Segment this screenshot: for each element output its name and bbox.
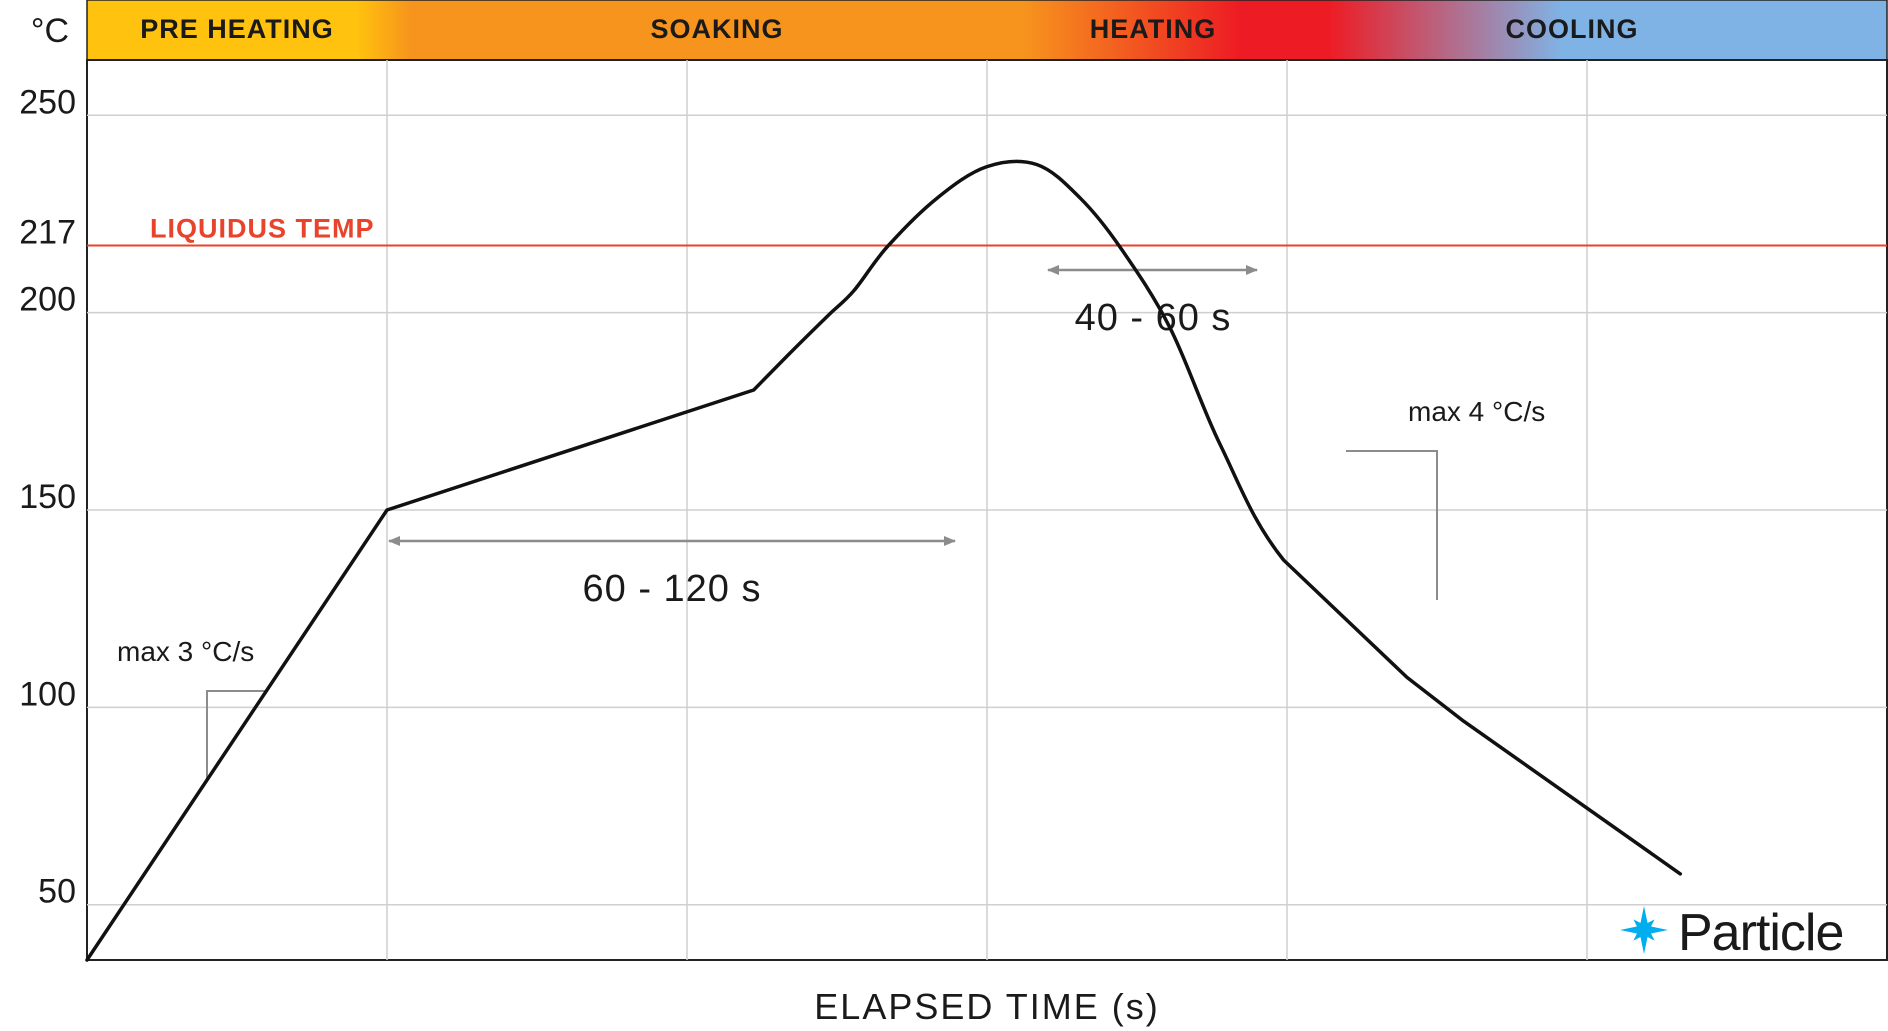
particle-star-icon	[1620, 906, 1668, 954]
y-tick-label: 250	[19, 83, 76, 121]
ramp-up-label: max 3 °C/s	[117, 636, 254, 667]
phase-label-cooling: COOLING	[1506, 14, 1639, 44]
y-tick-label: 200	[19, 281, 76, 319]
x-axis-label: ELAPSED TIME (s)	[814, 986, 1159, 1027]
star-ray	[1640, 919, 1655, 934]
ramp-down-label: max 4 °C/s	[1408, 396, 1545, 427]
soak-duration-label: 60 - 120 s	[583, 568, 762, 610]
y-tick-label: 100	[19, 675, 76, 713]
particle-logo: Particle	[1620, 904, 1844, 962]
phase-label-preheating: PRE HEATING	[140, 14, 334, 44]
particle-wordmark: Particle	[1678, 904, 1843, 962]
y-unit-label: °C	[31, 12, 69, 50]
temperature-profile-line	[85, 159, 1683, 962]
reflow-duration-label: 40 - 60 s	[1075, 297, 1232, 339]
y-tick-labels: 50 100 150 200 217 250	[19, 83, 76, 910]
phase-banner	[86, 0, 1888, 61]
y-tick-label: 150	[19, 478, 76, 516]
phase-label-heating: HEATING	[1090, 14, 1217, 44]
y-tick-label: 217	[19, 214, 76, 252]
ramp-down-slope-marker	[1346, 450, 1438, 600]
liquidus-label: LIQUIDUS TEMP	[150, 214, 375, 244]
ramp-up-slope-marker	[206, 690, 265, 778]
phase-label-soaking: SOAKING	[650, 14, 783, 44]
y-tick-label: 50	[38, 873, 76, 911]
